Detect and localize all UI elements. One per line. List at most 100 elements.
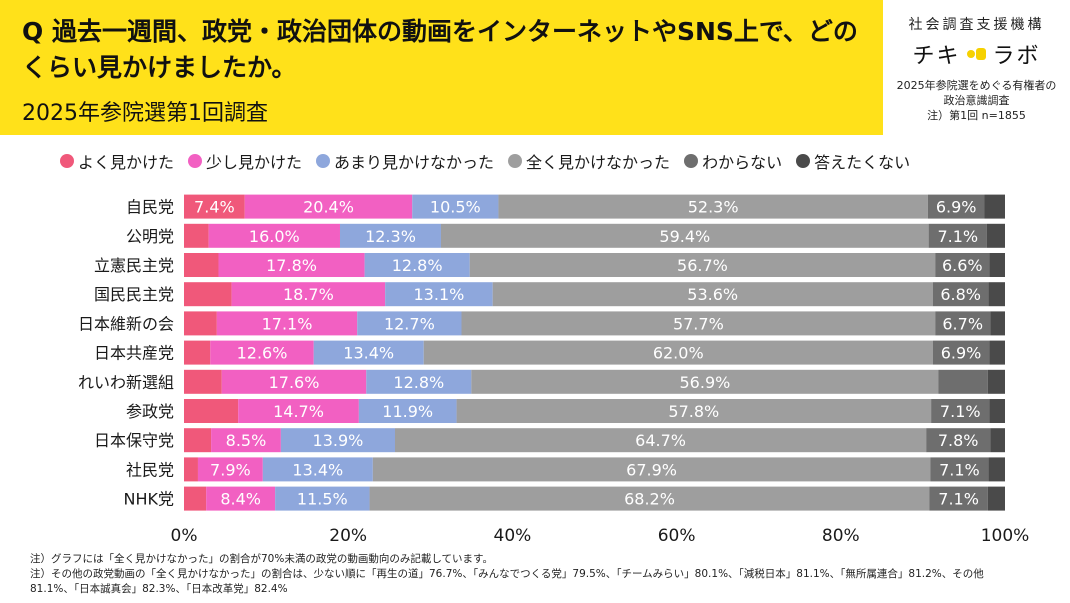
bar-segment (931, 399, 990, 423)
data-label: 13.4% (343, 344, 394, 363)
bar-segment (492, 282, 933, 307)
legend-item: あまり見かけなかった (316, 149, 494, 173)
data-label: 57.7% (673, 314, 724, 333)
bar-segment (313, 340, 424, 365)
bar-segment (275, 486, 370, 511)
category-label: 国民民主党 (94, 285, 174, 304)
data-label: 7.9% (210, 460, 251, 479)
data-label: 18.7% (283, 285, 334, 304)
chart-subtitle: 2025年参院選第1回調査 (22, 101, 268, 126)
bar-segment (440, 223, 929, 248)
bar-segment (423, 340, 933, 365)
x-tick-label: 20% (329, 526, 367, 546)
x-tick-label: 40% (494, 526, 532, 546)
data-label: 11.5% (297, 490, 348, 509)
bar-segment (984, 194, 1005, 219)
category-label: 公明党 (126, 227, 174, 246)
data-label: 7.1% (940, 402, 981, 421)
data-label: 17.6% (269, 373, 320, 392)
data-label: 64.7% (635, 431, 686, 450)
bar-segment (211, 428, 281, 453)
legend-label: 少し見かけた (206, 153, 303, 172)
note-line2: 注）その他の政党動画の「全く見かけなかった」の割合は、少ない順に「再生の道」76… (30, 568, 984, 580)
bar-segment (184, 486, 207, 511)
x-tick-label: 60% (658, 526, 696, 546)
data-label: 68.2% (624, 490, 675, 509)
bar-segment (369, 486, 930, 511)
stacked-bar-chart: 自民党 7.4% 20.4% 10.5% 52.3% 6.9% 公明党 16.0% 12.3% 5… (78, 194, 1029, 546)
chart-legend: よく見かけた 少し見かけた あまり見かけなかった 全く見かけなかった わからない 答えたく… (60, 149, 924, 173)
bar-segment (927, 194, 985, 219)
org-box: 社会調査支援機構 チキ ラボ 2025年参院選をめぐる有権者の 政治意識調査 注… (883, 0, 1070, 135)
legend-item: よく見かけた (60, 149, 174, 173)
legend-swatch (188, 154, 203, 168)
data-label: 56.7% (677, 256, 728, 275)
data-label: 11.9% (382, 402, 433, 421)
bar-segment (184, 340, 211, 365)
bar-segment (197, 457, 263, 482)
legend-swatch (60, 154, 74, 168)
bar-segment (986, 223, 1005, 248)
bar-segment (208, 223, 340, 248)
legend-label: よく見かけた (78, 153, 175, 172)
data-label: 6.8% (940, 285, 981, 304)
bar-segment (471, 369, 939, 394)
org-desc-line1: 2025年参院選をめぐる有権者の (896, 79, 1057, 92)
data-label: 7.1% (939, 460, 980, 479)
x-tick-label: 80% (822, 526, 860, 546)
bar-segment (218, 253, 365, 277)
data-label: 20.4% (303, 198, 354, 217)
category-label: 日本保守党 (94, 431, 174, 450)
note-line3: 81.1%、「日本誠真会」82.3%、「日本改革党」82.4% (30, 583, 288, 595)
bar-segment (394, 428, 927, 453)
header-band (0, 0, 883, 135)
category-label: 日本維新の会 (78, 314, 174, 333)
bar-segment (231, 282, 386, 307)
bar-segment (184, 311, 217, 336)
bar-segment (928, 223, 987, 248)
legend-swatch (316, 154, 331, 168)
category-label: 日本共産党 (94, 344, 174, 363)
org-logo: チキ ラボ (883, 38, 1070, 70)
bar-segment (469, 253, 936, 277)
bar-segment (184, 282, 232, 307)
bar-segment (932, 340, 990, 365)
chart-title: Q 過去一週間、政党・政治団体の動画をインターネットやSNS上で、どのくらい見か… (22, 17, 858, 82)
bar-segment (184, 428, 212, 453)
bar-segment (184, 253, 219, 277)
data-label: 6.6% (942, 256, 983, 275)
bar-segment (206, 486, 276, 511)
bar-segment (216, 311, 358, 336)
org-name: 社会調査支援機構 (908, 17, 1045, 33)
data-label: 57.8% (668, 402, 719, 421)
bar-segment (935, 311, 991, 336)
bar-segment (932, 282, 989, 307)
data-label: 56.9% (680, 373, 731, 392)
org-desc-line3: 注）第1回 n=1855 (927, 109, 1026, 122)
bar-segment (987, 486, 1005, 511)
bar-segment (989, 399, 1005, 423)
bar-segment (280, 428, 395, 453)
legend-item: 答えたくない (796, 149, 910, 173)
bar-segment (184, 399, 239, 423)
bar-segment (929, 486, 988, 511)
bar-segment (456, 399, 932, 423)
data-label: 12.8% (393, 373, 444, 392)
bar-segment (990, 428, 1005, 453)
data-label: 13.4% (292, 460, 343, 479)
x-tick-label: 0% (171, 526, 198, 546)
data-label: 67.9% (626, 460, 677, 479)
bar-segment (461, 311, 936, 336)
bar-segment (989, 340, 1005, 365)
legend-item: わからない (684, 149, 782, 173)
bar-segment (930, 457, 989, 482)
legend-swatch (796, 154, 811, 168)
data-label: 8.4% (220, 490, 261, 509)
data-label: 7.1% (938, 490, 979, 509)
legend-swatch (684, 154, 699, 168)
data-label: 12.7% (384, 314, 435, 333)
category-label: 参政党 (126, 402, 174, 421)
bar-segment (987, 369, 1005, 394)
category-label: 立憲民主党 (94, 256, 174, 275)
bar-segment (221, 369, 367, 394)
